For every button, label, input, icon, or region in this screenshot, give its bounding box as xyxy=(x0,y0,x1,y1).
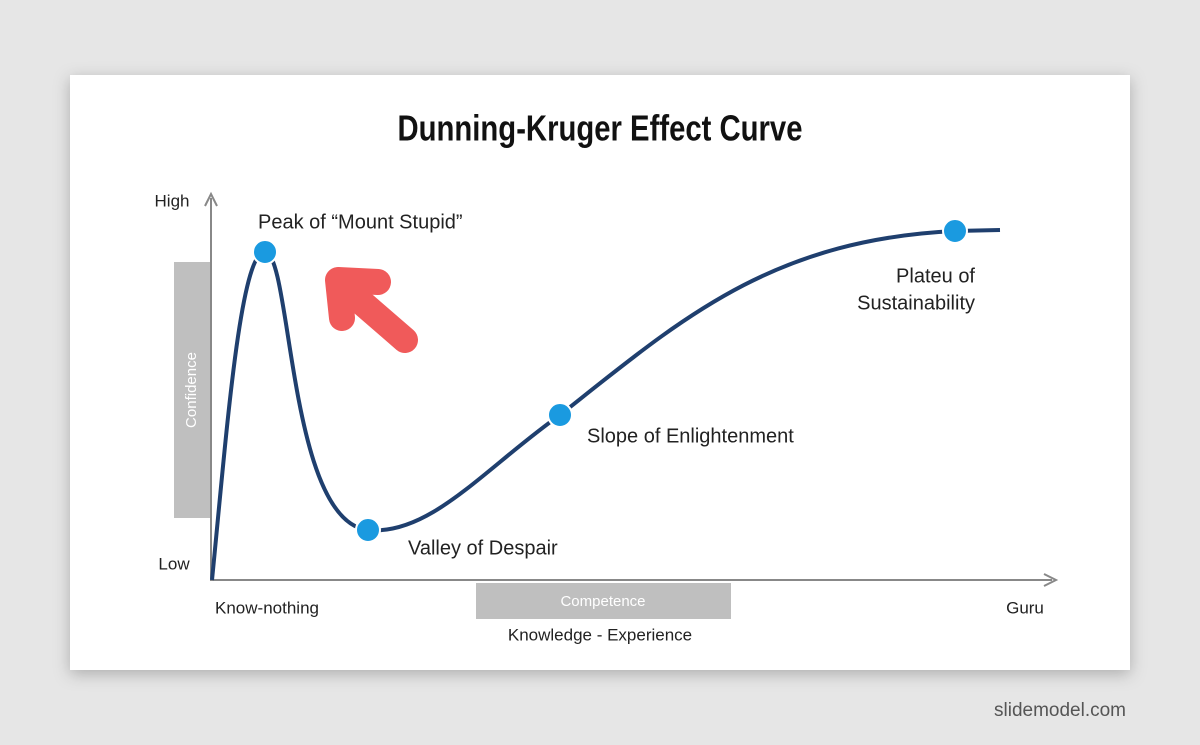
x-axis-arrow xyxy=(1043,573,1059,587)
x-axis-label: Knowledge - Experience xyxy=(508,625,692,644)
point xyxy=(942,218,968,244)
red-arrow xyxy=(325,267,418,353)
y-axis-arrow xyxy=(204,191,218,207)
x-end-label: Guru xyxy=(1006,598,1044,617)
point xyxy=(547,402,573,428)
y-axis-label: Confidence xyxy=(183,352,200,428)
point xyxy=(355,517,381,543)
x-band-label: Competence xyxy=(560,593,645,610)
point-label: Valley of Despair xyxy=(408,537,558,559)
confidence-band xyxy=(174,262,210,518)
point-label: Plateu of xyxy=(896,265,975,287)
point-label: Peak of “Mount Stupid” xyxy=(258,211,463,233)
point-label: Slope of Enlightenment xyxy=(587,425,794,447)
y-low-label: Low xyxy=(158,554,190,573)
title: Dunning-Kruger Effect Curve xyxy=(398,108,803,149)
footer: slidemodel.com xyxy=(994,700,1126,721)
slide xyxy=(70,75,1130,670)
point-label: Sustainability xyxy=(857,292,975,314)
point xyxy=(252,239,278,265)
y-high-label: High xyxy=(155,191,190,210)
x-start-label: Know-nothing xyxy=(215,598,319,617)
competence-band xyxy=(476,583,731,619)
